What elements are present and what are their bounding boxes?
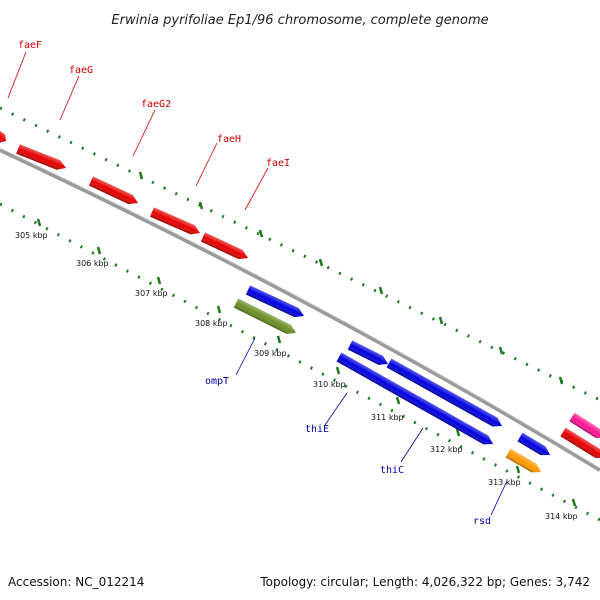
leader-faeI: [244, 167, 269, 211]
label-thiC[interactable]: thiC: [380, 465, 404, 476]
tick-label-307: 307 kbp: [135, 289, 168, 298]
inner-dotted-track: [0, 202, 600, 522]
map-title: Erwinia pyrifoliae Ep1/96 chromosome, co…: [111, 13, 488, 28]
leader-faeG2: [132, 109, 156, 157]
tick-label-312: 312 kbp: [430, 445, 463, 454]
gene-faeG2[interactable]: [88, 176, 140, 207]
outer-tick-0: [138, 171, 144, 180]
gene-thiE[interactable]: [347, 340, 390, 369]
gene-rsd2[interactable]: [517, 432, 552, 460]
tick-label-311: 311 kbp: [371, 413, 404, 422]
leader-ompT: [235, 337, 256, 376]
tick-label-313: 313 kbp: [488, 478, 521, 487]
gene-pink[interactable]: [569, 412, 600, 442]
gene-faeH[interactable]: [149, 207, 202, 237]
tick-label-314: 314 kbp: [545, 512, 578, 521]
tick-mark-310: [335, 366, 341, 375]
label-thiE[interactable]: thiE: [305, 424, 329, 435]
leader-thiC: [400, 427, 424, 463]
gene-faeG[interactable]: [16, 144, 68, 172]
genome-backbone-highlight: [0, 147, 600, 469]
tick-mark-307: [156, 276, 162, 285]
tick-mark-313: [515, 465, 521, 474]
tick-mark-314: [571, 498, 577, 507]
gene-ompT[interactable]: [233, 298, 298, 338]
outer-tick-5: [438, 316, 444, 325]
label-faeG2[interactable]: faeG2: [141, 99, 171, 110]
label-rsd[interactable]: rsd: [473, 516, 491, 527]
gene-thiC2[interactable]: [386, 358, 505, 431]
genome-backbone: [0, 148, 600, 472]
label-faeI[interactable]: faeI: [266, 158, 290, 169]
outer-tick-3: [318, 258, 324, 267]
label-faeH[interactable]: faeH: [217, 134, 241, 145]
tick-label-305: 305 kbp: [15, 231, 48, 240]
label-ompT[interactable]: ompT: [205, 376, 229, 387]
tick-label-306: 306 kbp: [76, 259, 109, 268]
tick-mark-311: [395, 396, 401, 405]
outer-tick-7: [558, 376, 564, 385]
tick-mark-312: [455, 428, 461, 437]
tick-label-310: 310 kbp: [313, 380, 346, 389]
gene-labels: faeF faeG faeG2 faeH faeI ompT thiE thiC rsd: [7, 40, 508, 527]
tick-mark-309: [276, 335, 282, 344]
tick-marks: 305 kbp 306 kbp 307 kbp 308 kbp 309 kbp 310 k…: [15, 171, 578, 521]
outer-dotted-track: [0, 106, 600, 402]
tick-mark-308: [216, 305, 222, 314]
tick-mark-306: [96, 246, 102, 255]
gene-faeI[interactable]: [200, 232, 250, 262]
leader-faeH: [195, 142, 218, 187]
outer-tick-4: [378, 286, 384, 295]
leader-thiE: [324, 392, 348, 426]
gene-faeF[interactable]: [0, 128, 9, 145]
tick-label-308: 308 kbp: [195, 319, 228, 328]
gene-red-end[interactable]: [560, 427, 600, 463]
tick-label-309: 309 kbp: [254, 349, 287, 358]
leader-faeF: [7, 51, 27, 99]
summary-text: Topology: circular; Length: 4,026,322 bp…: [259, 575, 590, 589]
outer-tick-6: [498, 346, 504, 355]
gene-ompT-like[interactable]: [245, 285, 306, 320]
tick-mark-305: [36, 218, 42, 227]
accession-text: Accession: NC_012214: [8, 575, 144, 589]
gene-rsd[interactable]: [505, 448, 544, 477]
gene-thiC[interactable]: [336, 352, 496, 449]
label-faeG[interactable]: faeG: [69, 65, 93, 76]
gene-features: [0, 128, 600, 477]
leader-rsd: [490, 480, 508, 516]
label-faeF[interactable]: faeF: [18, 40, 42, 51]
outer-tick-1: [198, 201, 204, 210]
leader-faeG: [59, 75, 80, 121]
outer-tick-2: [258, 229, 264, 238]
